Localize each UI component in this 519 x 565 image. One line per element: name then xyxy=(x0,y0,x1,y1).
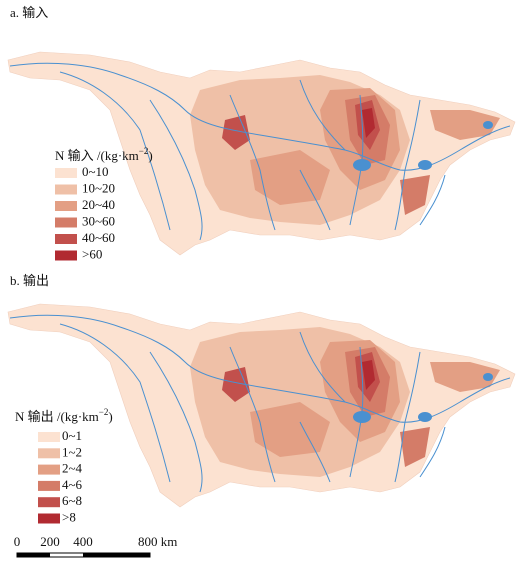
scale-bar-label: 800 km xyxy=(138,534,177,549)
legend-swatch xyxy=(38,464,60,475)
legend-label: >60 xyxy=(82,246,102,261)
panel-label: b. 输出 xyxy=(10,273,49,288)
legend-swatch xyxy=(55,184,77,195)
legend-swatch xyxy=(55,234,77,244)
legend-label: 30~60 xyxy=(82,213,115,228)
legend-title: N 输出 /(kg·km−2) xyxy=(15,407,113,424)
legend-swatch xyxy=(55,250,77,261)
scale-bar-segment xyxy=(83,553,150,557)
legend-label: 0~1 xyxy=(62,428,82,443)
basin-map-output xyxy=(7,303,516,508)
legend-swatch xyxy=(38,480,60,491)
legend-label: 1~2 xyxy=(62,444,82,459)
legend-label: 6~8 xyxy=(62,493,82,508)
legend-label: 0~10 xyxy=(82,164,109,179)
legend-swatch xyxy=(38,448,60,459)
scale-bar-label: 0 xyxy=(14,534,21,549)
scale-bar-label: 200 xyxy=(40,534,60,549)
legend-label: 4~6 xyxy=(62,477,83,492)
legend-title-text: N 输入 /(kg·km xyxy=(55,148,139,163)
legend-label: 10~20 xyxy=(82,180,115,195)
legend-swatch xyxy=(55,168,77,178)
legend-title-close: ) xyxy=(148,148,152,163)
legend-label: 2~4 xyxy=(62,461,83,476)
legend-label: >8 xyxy=(62,509,76,524)
legend-swatch xyxy=(55,201,77,211)
scale-bar-segment xyxy=(17,553,50,557)
legend-swatch xyxy=(38,497,60,508)
scale-bar-label: 400 xyxy=(73,534,93,549)
panel-label: a. 输入 xyxy=(10,5,48,20)
scale-bar xyxy=(16,552,151,558)
legend-title: N 输入 /(kg·km−2) xyxy=(55,146,153,163)
legend-title-close: ) xyxy=(108,409,112,424)
legend-swatch xyxy=(38,513,60,524)
legend-label: 40~60 xyxy=(82,230,115,245)
legend-title-sup: −2 xyxy=(99,407,109,417)
legend-swatch xyxy=(38,432,60,442)
legend-swatch xyxy=(55,217,77,228)
legend-title-text: N 输出 /(kg·km xyxy=(15,409,99,424)
legend-label: 20~40 xyxy=(82,197,115,212)
legend-title-sup: −2 xyxy=(139,146,149,156)
